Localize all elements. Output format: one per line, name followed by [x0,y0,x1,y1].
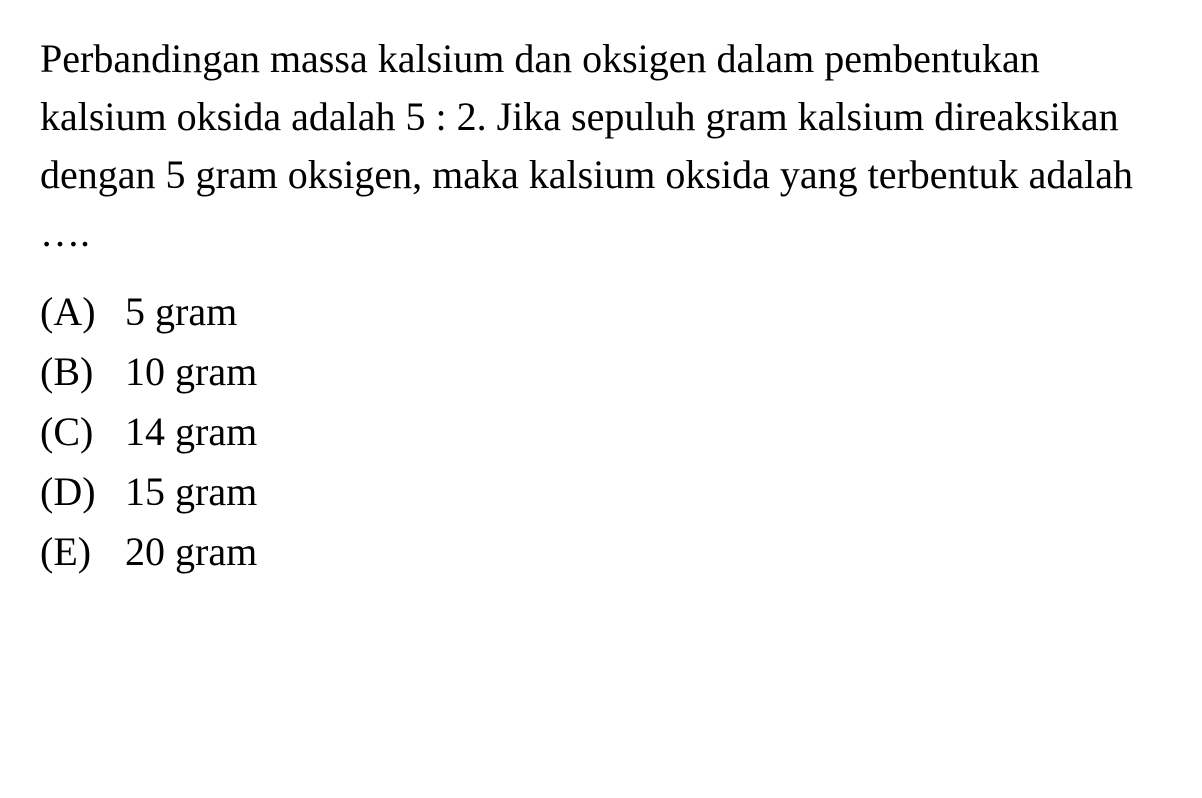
question-text: Perbandingan massa kalsium dan oksigen d… [40,30,1162,262]
option-label: (E) [40,522,125,582]
option-text: 14 gram [125,402,1162,462]
option-text: 15 gram [125,462,1162,522]
option-d: (D) 15 gram [40,462,1162,522]
option-a: (A) 5 gram [40,282,1162,342]
option-text: 20 gram [125,522,1162,582]
option-c: (C) 14 gram [40,402,1162,462]
option-text: 10 gram [125,342,1162,402]
option-e: (E) 20 gram [40,522,1162,582]
option-label: (C) [40,402,125,462]
options-list: (A) 5 gram (B) 10 gram (C) 14 gram (D) 1… [40,282,1162,582]
option-label: (A) [40,282,125,342]
option-b: (B) 10 gram [40,342,1162,402]
option-text: 5 gram [125,282,1162,342]
option-label: (D) [40,462,125,522]
option-label: (B) [40,342,125,402]
